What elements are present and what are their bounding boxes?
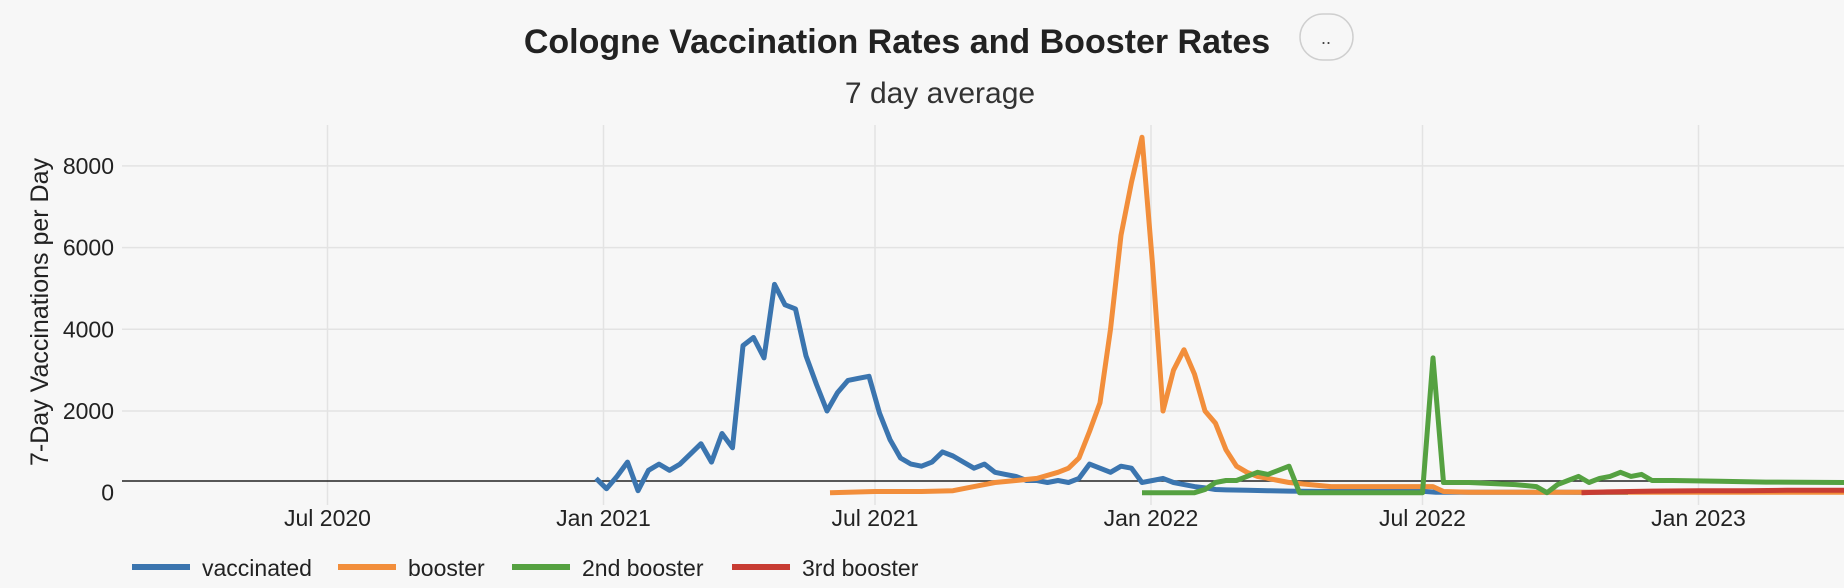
legend-label: booster	[408, 555, 485, 581]
chart-title: Cologne Vaccination Rates and Booster Ra…	[524, 23, 1270, 61]
legend: vaccinated booster 2nd booster 3rd booster	[132, 555, 919, 581]
y-axis-title: 7-Day Vaccinations per Day	[26, 158, 54, 467]
y-tick-label: 0	[101, 480, 114, 506]
y-tick-labels: 0 2000 4000 6000 8000	[63, 153, 114, 506]
y-tick-label: 2000	[63, 398, 114, 424]
grid	[122, 125, 1844, 505]
menu-button[interactable]: ..	[1299, 13, 1354, 61]
series-line-2nd-booster	[1142, 355, 1844, 496]
y-tick-label: 4000	[63, 316, 114, 342]
series-line-vaccinated	[594, 281, 1629, 495]
legend-label: 2nd booster	[582, 555, 704, 581]
legend-label: vaccinated	[202, 555, 312, 581]
menu-button-shape[interactable]	[1299, 13, 1354, 61]
x-tick-labels: Jul 2020 Jan 2021 Jul 2021 Jan 2022 Jul 2022…	[284, 505, 1746, 531]
y-tick-label: 6000	[63, 235, 114, 261]
x-tick-label: Jan 2021	[556, 505, 651, 531]
series-lines	[594, 134, 1844, 496]
legend-label: 3rd booster	[802, 555, 919, 581]
chart-subtitle: 7 day average	[845, 77, 1035, 110]
x-tick-label: Jul 2021	[832, 505, 919, 531]
series-line-booster	[829, 134, 1844, 496]
menu-button-label[interactable]: ..	[1321, 28, 1331, 48]
x-tick-label: Jan 2022	[1104, 505, 1199, 531]
x-tick-label: Jul 2020	[284, 505, 371, 531]
series-line-3rd-booster	[1581, 487, 1844, 496]
x-tick-label: Jul 2022	[1379, 505, 1466, 531]
x-tick-label: Jan 2023	[1651, 505, 1746, 531]
y-tick-label: 8000	[63, 153, 114, 179]
